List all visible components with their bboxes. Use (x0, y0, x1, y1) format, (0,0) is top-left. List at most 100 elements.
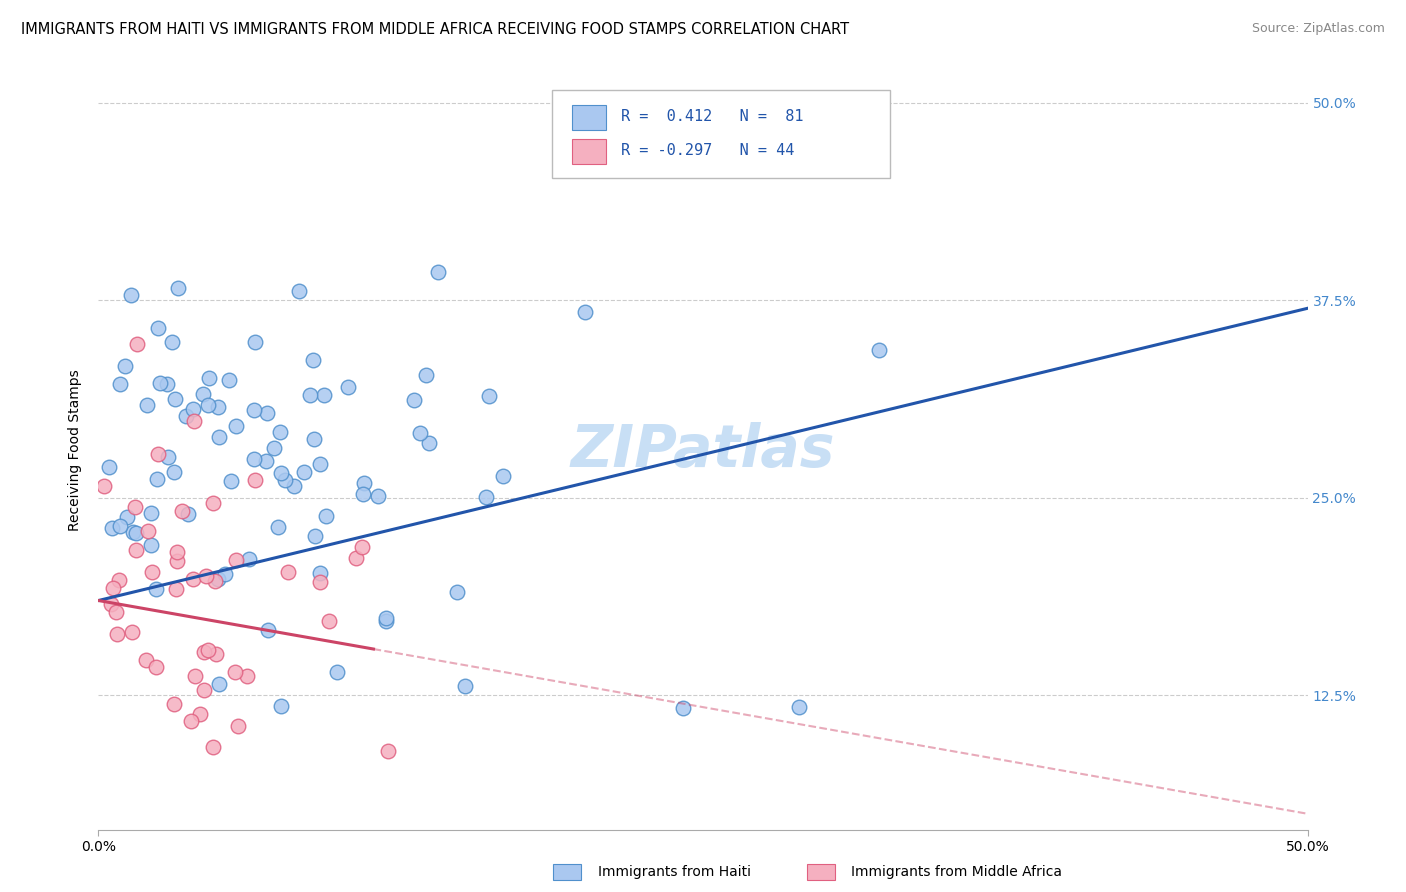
Point (226, 719, 249, 733)
Point (243, 451, 266, 466)
Point (377, 744, 399, 758)
Point (108, 573, 131, 587)
Point (254, 454, 277, 468)
Point (225, 418, 247, 433)
Point (263, 442, 285, 456)
Point (224, 665, 246, 679)
Point (166, 545, 188, 559)
Point (110, 519, 132, 533)
Point (201, 495, 224, 509)
Point (193, 645, 215, 659)
Point (270, 698, 292, 713)
Point (283, 479, 305, 493)
Point (188, 706, 211, 721)
Point (298, 387, 321, 401)
Point (101, 581, 124, 595)
Point (292, 465, 315, 479)
Point (148, 321, 170, 335)
Point (454, 679, 477, 693)
Point (274, 473, 297, 487)
Point (124, 526, 146, 541)
Point (141, 538, 163, 552)
Point (135, 653, 157, 667)
Point (207, 400, 229, 414)
Point (302, 432, 325, 446)
Point (270, 466, 292, 480)
Point (193, 683, 215, 698)
Point (202, 739, 225, 754)
Point (141, 506, 163, 520)
Point (787, 699, 810, 714)
Point (197, 643, 219, 657)
Point (136, 524, 159, 538)
Point (115, 510, 138, 524)
Point (125, 543, 148, 558)
Point (191, 387, 214, 401)
Point (218, 373, 240, 387)
Point (492, 469, 515, 483)
FancyBboxPatch shape (572, 104, 606, 129)
Point (427, 265, 450, 279)
Point (204, 574, 226, 589)
Point (309, 575, 332, 590)
Point (194, 568, 217, 582)
Point (318, 614, 340, 628)
Point (124, 500, 146, 514)
Point (163, 465, 186, 479)
Point (245, 334, 267, 349)
Point (238, 551, 260, 566)
Point (219, 474, 242, 488)
Point (288, 284, 311, 298)
Point (170, 504, 193, 518)
Point (301, 352, 323, 367)
Point (352, 486, 374, 500)
Point (146, 472, 169, 486)
Text: Immigrants from Haiti: Immigrants from Haiti (598, 865, 751, 880)
Point (183, 414, 205, 428)
Point (114, 359, 136, 373)
Point (446, 585, 468, 599)
Point (346, 551, 368, 566)
Text: R =  0.412   N =  81: R = 0.412 N = 81 (621, 110, 803, 124)
Point (181, 401, 204, 416)
Point (243, 402, 266, 417)
Point (404, 393, 426, 408)
Point (141, 566, 163, 580)
Point (309, 457, 332, 471)
Point (475, 491, 498, 505)
Point (267, 520, 290, 534)
Point (93, 479, 115, 493)
Point (868, 343, 890, 357)
FancyBboxPatch shape (572, 139, 606, 164)
Point (145, 582, 167, 596)
Point (671, 701, 693, 715)
Text: Immigrants from Middle Africa: Immigrants from Middle Africa (851, 865, 1062, 880)
Point (122, 525, 145, 540)
Point (208, 677, 231, 691)
Y-axis label: Receiving Food Stamps: Receiving Food Stamps (69, 369, 83, 532)
Text: ZIPatlas: ZIPatlas (571, 422, 835, 479)
Point (149, 376, 172, 390)
Text: IMMIGRANTS FROM HAITI VS IMMIGRANTS FROM MIDDLE AFRICA RECEIVING FOOD STAMPS COR: IMMIGRANTS FROM HAITI VS IMMIGRANTS FROM… (21, 22, 849, 37)
Point (181, 572, 204, 586)
Point (165, 582, 187, 597)
Point (163, 392, 186, 406)
Text: Source: ZipAtlas.com: Source: ZipAtlas.com (1251, 22, 1385, 36)
Point (277, 566, 299, 580)
Point (205, 647, 228, 661)
Point (214, 566, 236, 581)
Point (409, 426, 432, 441)
Point (101, 521, 124, 535)
Point (304, 529, 326, 543)
Point (160, 334, 183, 349)
Point (98, 459, 121, 474)
Point (146, 447, 169, 461)
Point (374, 614, 396, 628)
Point (415, 368, 437, 382)
Point (176, 409, 198, 423)
Point (145, 660, 167, 674)
Point (125, 336, 148, 351)
Point (236, 669, 259, 683)
Point (166, 553, 188, 567)
Point (157, 450, 180, 465)
